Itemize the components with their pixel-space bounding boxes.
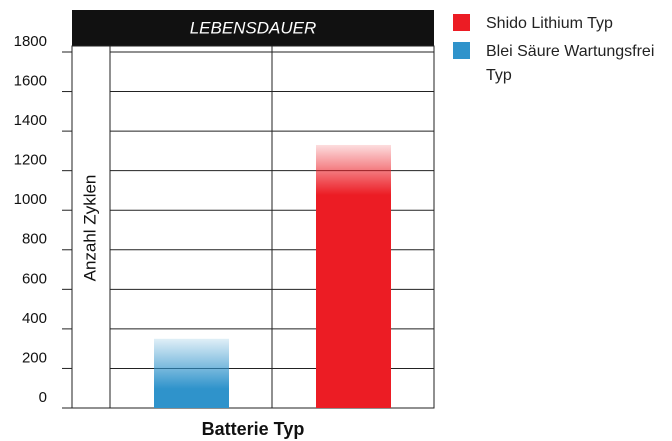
y-tick-label: 1000 — [14, 191, 47, 208]
y-tick-label: 1600 — [14, 73, 47, 90]
y-tick-label: 600 — [22, 270, 47, 287]
bar — [316, 144, 391, 408]
y-tick-label: 1400 — [14, 112, 47, 129]
legend-item: Shido Lithium Typ — [453, 12, 672, 36]
y-tick-label: 200 — [22, 349, 47, 366]
bar — [154, 338, 229, 408]
x-axis-label: Batterie Typ — [202, 419, 305, 439]
title-bar — [72, 10, 434, 46]
legend: Shido Lithium Typ Blei Säure Wartungsfrei… — [453, 12, 672, 92]
y-tick-label: 400 — [22, 310, 47, 327]
legend-item: Blei Säure Wartungsfrei Typ — [453, 40, 672, 88]
chart-title: LEBENSDAUER — [190, 18, 317, 37]
y-tick-label: 1800 — [14, 33, 47, 50]
y-tick-label: 0 — [39, 389, 47, 406]
legend-swatch — [453, 14, 470, 31]
y-tick-label: 800 — [22, 231, 47, 248]
legend-label: Blei Säure Wartungsfrei Typ — [486, 43, 655, 84]
y-axis-label: Anzahl Zyklen — [80, 175, 99, 282]
plot-frame — [71, 45, 435, 409]
y-tick-label: 1200 — [14, 152, 47, 169]
legend-label: Shido Lithium Typ — [486, 15, 613, 32]
legend-swatch — [453, 42, 470, 59]
